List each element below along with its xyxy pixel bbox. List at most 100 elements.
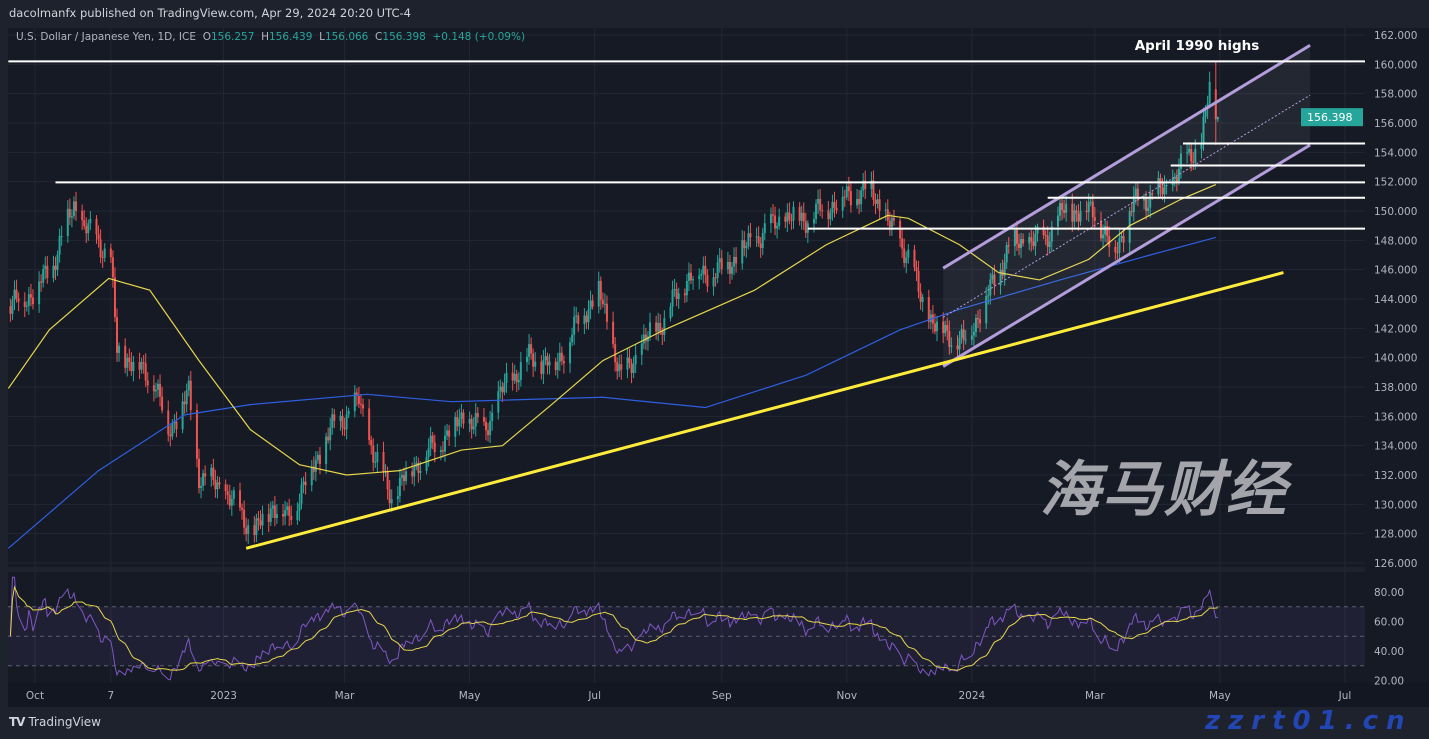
candle-body	[612, 321, 615, 345]
y-tick-label: 160.000	[1374, 59, 1417, 71]
x-tick-label: 7	[108, 690, 115, 702]
candle-body	[835, 207, 838, 211]
candle-body	[300, 484, 303, 504]
candle-body	[245, 527, 248, 534]
last-price-label: 156.398	[1307, 111, 1353, 124]
candle-body	[456, 417, 459, 427]
candle-body	[683, 293, 686, 296]
candle-body	[1173, 177, 1176, 179]
candle-body	[167, 410, 170, 435]
candle-body	[558, 352, 561, 362]
candle-body	[962, 329, 965, 340]
candle-body	[138, 362, 141, 370]
change-value: +0.148 (+0.09%)	[432, 31, 526, 43]
candle-body	[357, 396, 360, 404]
candle-body	[458, 418, 461, 427]
candle-body	[226, 491, 229, 496]
candle-body	[1114, 246, 1117, 253]
candle-body	[1089, 201, 1092, 203]
candle-body	[583, 315, 586, 324]
high-value: 156.439	[268, 31, 313, 43]
candle-body	[302, 481, 305, 485]
candle-body	[999, 269, 1002, 286]
candle-body	[571, 334, 574, 343]
candle-body	[128, 357, 131, 362]
candle-body	[763, 223, 766, 234]
candle-body	[255, 518, 258, 536]
candle-body	[216, 482, 219, 490]
candle-body	[628, 357, 631, 363]
candle-body	[1134, 188, 1137, 197]
published-info: dacolmanfx published on TradingView.com,…	[9, 6, 411, 20]
candle-body	[1093, 217, 1096, 221]
candle-body	[439, 450, 442, 453]
candle-body	[1194, 148, 1197, 163]
candle-body	[530, 344, 533, 354]
candle-body	[181, 401, 184, 430]
y-tick-label: 136.000	[1374, 411, 1417, 423]
candle-body	[173, 421, 176, 424]
candle-body	[15, 289, 18, 299]
candle-body	[195, 410, 198, 459]
candle-body	[784, 216, 787, 222]
candle-body	[29, 294, 32, 298]
candle-body	[31, 297, 34, 305]
candle-body	[845, 186, 848, 198]
footer-brand[interactable]: TV TradingView	[9, 715, 101, 729]
candle-body	[849, 191, 852, 206]
candle-body	[1177, 168, 1180, 182]
candle-body	[685, 280, 688, 296]
candle-body	[577, 315, 580, 324]
candle-body	[1200, 143, 1203, 149]
y-tick-label: 132.000	[1374, 470, 1417, 482]
candle-body	[101, 257, 104, 259]
x-tick-label: Nov	[837, 690, 858, 702]
candle-body	[282, 514, 285, 517]
candle-body	[718, 258, 721, 263]
candle-body	[403, 475, 405, 482]
candle-body	[1130, 211, 1133, 213]
candle-body	[398, 477, 401, 497]
candle-body	[374, 461, 377, 463]
candle-body	[1018, 243, 1020, 248]
candle-body	[720, 258, 723, 270]
candle-body	[585, 315, 588, 323]
candle-body	[247, 525, 250, 534]
channel-mid-line	[942, 94, 1311, 318]
candle-body	[974, 317, 977, 332]
symbol-legend: U.S. Dollar / Japanese Yen, 1D, ICE O156…	[16, 31, 525, 43]
candle-body	[13, 289, 16, 300]
candle-body	[972, 331, 975, 336]
candle-body	[1065, 203, 1068, 213]
candle-body	[218, 482, 221, 485]
candle-body	[355, 392, 358, 397]
last-price-badge	[1301, 108, 1363, 127]
candle-body	[757, 236, 760, 244]
candle-body	[132, 362, 135, 372]
candle-body	[1044, 234, 1047, 236]
y-tick-label: 146.000	[1374, 265, 1417, 277]
symbol-name: U.S. Dollar / Japanese Yen, 1D, ICE	[16, 31, 196, 43]
candle-body	[989, 279, 992, 296]
candle-body	[417, 462, 420, 473]
candle-body	[1073, 210, 1076, 222]
candle-body	[759, 243, 762, 248]
candle-body	[396, 496, 399, 500]
candle-body	[1188, 148, 1191, 153]
rsi-tick-label: 80.00	[1374, 587, 1404, 599]
x-tick-label: May	[459, 690, 481, 702]
y-tick-label: 140.000	[1374, 353, 1417, 365]
y-tick-label: 126.000	[1374, 558, 1417, 570]
candle-body	[454, 417, 457, 437]
candle-body	[489, 421, 492, 436]
candle-body	[288, 506, 291, 516]
candle-body	[634, 354, 637, 365]
candle-body	[519, 362, 522, 380]
candle-body	[870, 180, 873, 190]
candle-body	[626, 357, 629, 370]
candle-body	[111, 257, 114, 278]
candle-body	[712, 277, 715, 287]
close-label: C	[375, 31, 383, 43]
candle-body	[405, 471, 408, 482]
